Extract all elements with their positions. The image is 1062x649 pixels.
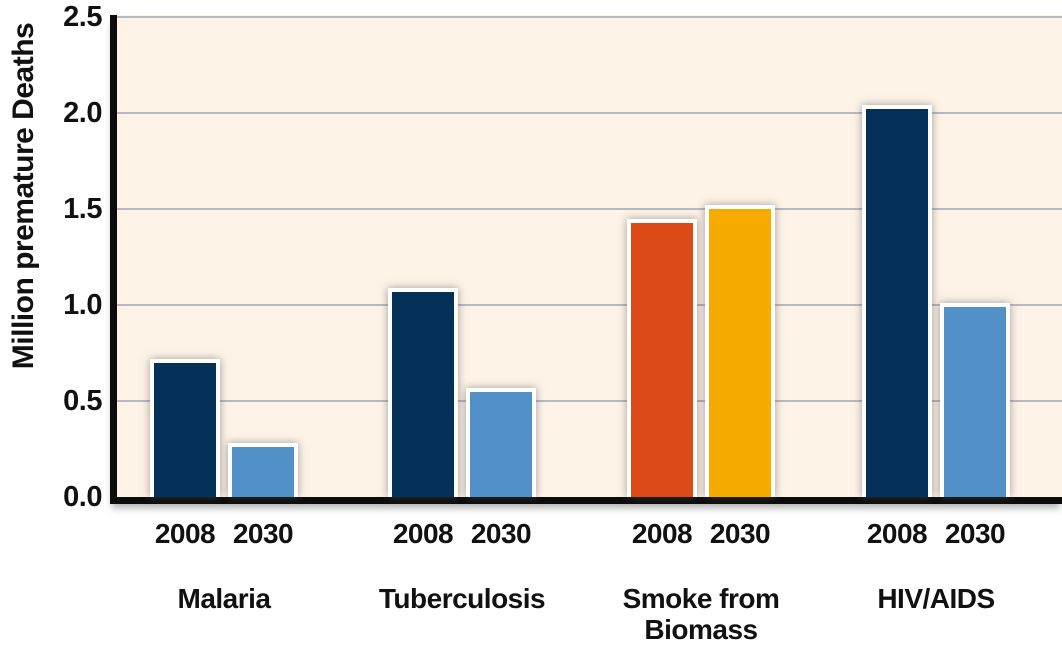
bar-2030-tuberculosis: [466, 388, 536, 497]
category-label-smoke-from-biomass: Smoke from Biomass: [622, 583, 780, 645]
bar-2008-hiv-aids: [862, 105, 932, 497]
y-tick-label: 2.0: [63, 97, 102, 129]
gridline: [117, 112, 1062, 114]
gridline: [117, 304, 1062, 306]
gridline: [117, 16, 1062, 18]
y-tick-label: 0.0: [63, 481, 102, 513]
year-label: 2030: [944, 518, 1006, 549]
y-tick-label: 0.5: [63, 385, 102, 417]
bar-2008-malaria: [150, 359, 220, 497]
category-label-malaria: Malaria: [177, 583, 272, 614]
category-label-tuberculosis: Tuberculosis: [378, 583, 546, 614]
category-label-hiv-aids: HIV/AIDS: [877, 583, 995, 614]
bar-2030-malaria: [228, 443, 298, 497]
y-tick-label: 1.0: [63, 289, 102, 321]
y-tick-label: 1.5: [63, 193, 102, 225]
gridline: [117, 400, 1062, 402]
bar-2030-smoke-from-biomass: [705, 205, 775, 497]
y-tick-label: 2.5: [63, 1, 102, 33]
year-label: 2008: [866, 518, 928, 549]
year-label: 2030: [470, 518, 532, 549]
year-label: 2008: [154, 518, 216, 549]
year-label: 2008: [631, 518, 693, 549]
year-label: 2030: [709, 518, 771, 549]
bar-2008-tuberculosis: [388, 288, 458, 497]
bar-2008-smoke-from-biomass: [627, 219, 697, 497]
year-label: 2008: [392, 518, 454, 549]
gridline: [117, 208, 1062, 210]
bar-2030-hiv-aids: [940, 303, 1010, 497]
year-label: 2030: [232, 518, 294, 549]
plot-area: [110, 15, 1062, 504]
